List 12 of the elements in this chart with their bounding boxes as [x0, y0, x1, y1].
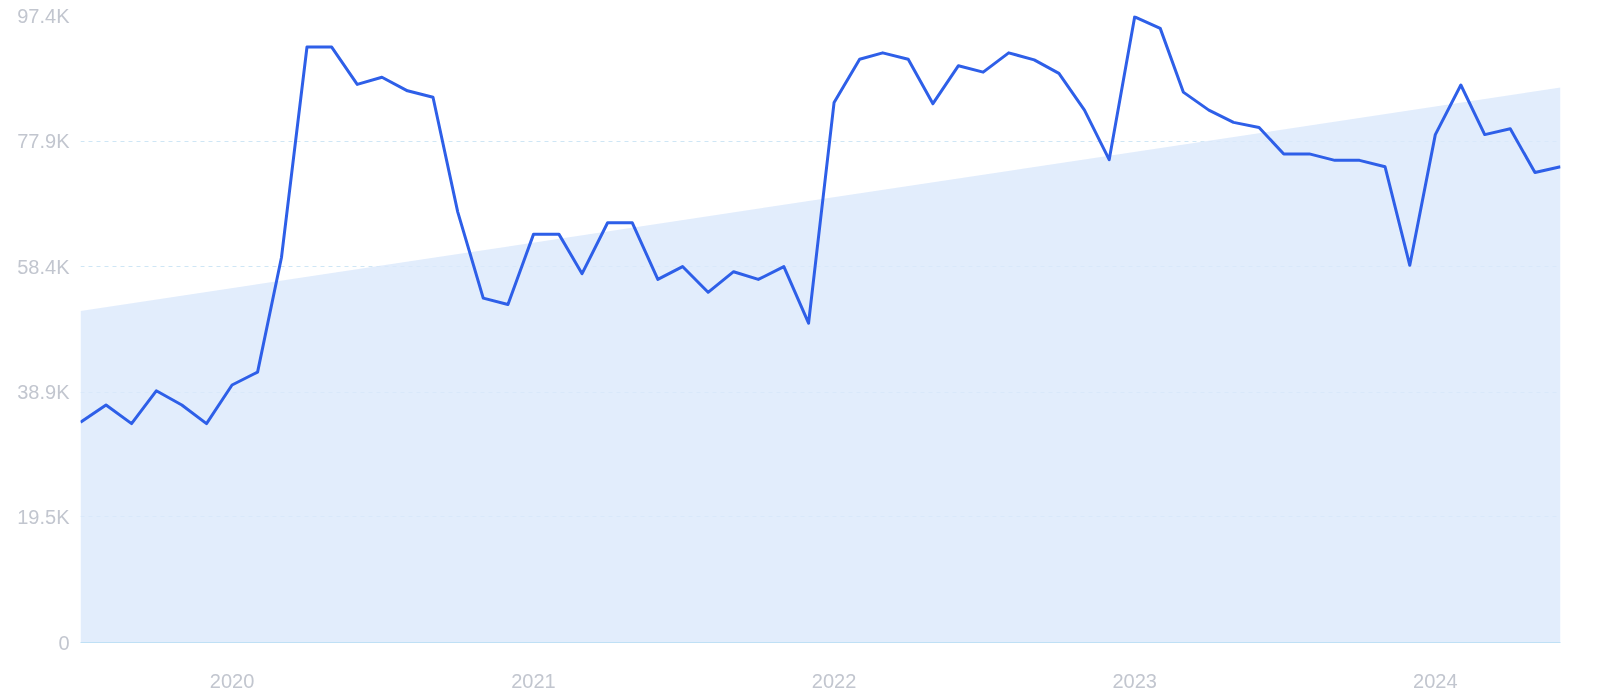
x-tick-label: 2022 [811, 669, 857, 692]
y-tick-label: 97.4K [17, 4, 71, 27]
y-tick-label: 38.9K [17, 381, 71, 404]
y-tick-label: 0 [58, 631, 70, 654]
x-tick-label: 2024 [1413, 669, 1458, 692]
line-series [80, 15, 1561, 426]
y-tick-label: 77.9K [17, 130, 71, 153]
x-tick-label: 2021 [511, 669, 556, 692]
y-tick-label: 19.5K [17, 505, 71, 528]
x-tick-label: 2020 [209, 669, 255, 692]
y-tick-label: 58.4K [17, 255, 71, 278]
x-tick-label: 2023 [1112, 669, 1157, 692]
